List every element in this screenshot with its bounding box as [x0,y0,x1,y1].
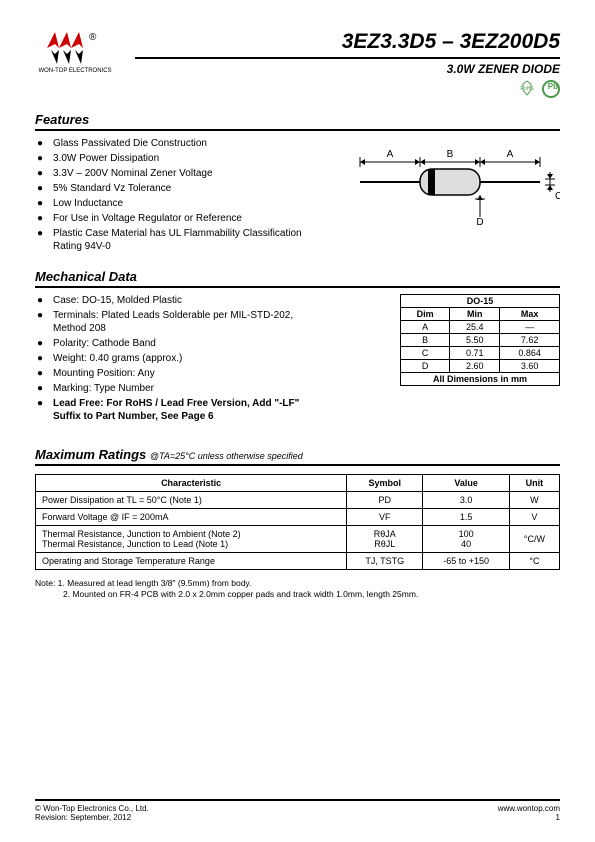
notes: Note: 1. Measured at lead length 3/8" (9… [35,578,560,600]
ratings-value: 3.0 [423,492,509,509]
feature-item: Plastic Case Material has UL Flammabilit… [37,227,326,253]
ratings-symbol: TJ, TSTG [347,553,423,570]
feature-item: 3.0W Power Dissipation [37,152,326,165]
dim-table-footer: All Dimensions in mm [401,373,560,386]
svg-text:RoHS: RoHS [521,86,535,92]
ratings-row: Power Dissipation at TL = 50°C (Note 1)P… [36,492,560,509]
dim-row: B5.507.62 [401,334,560,347]
ratings-unit: W [509,492,559,509]
mechanical-heading: Mechanical Data [35,269,560,288]
ratings-condition: @TA=25°C unless otherwise specified [150,451,303,461]
compliance-icons: RoHS Pb [135,80,560,98]
company-logo: ® [45,30,105,66]
footer-right: www.wontop.com 1 [498,804,560,822]
dim-cell: 25.4 [450,321,500,334]
package-diagram: A B A C [350,137,560,227]
dim-cell: 2.60 [450,360,500,373]
ratings-heading: Maximum Ratings @TA=25°C unless otherwis… [35,447,560,466]
footer-url: www.wontop.com [498,804,560,813]
dimension-table: DO-15 DimMinMax A25.4—B5.507.62C0.710.86… [400,294,560,386]
dim-row: D2.603.60 [401,360,560,373]
dim-cell: — [500,321,560,334]
ratings-row: Operating and Storage Temperature RangeT… [36,553,560,570]
ratings-symbol: VF [347,509,423,526]
features-row: Glass Passivated Die Construction 3.0W Po… [35,137,560,255]
dim-cell: 0.71 [450,347,500,360]
dim-col-header: Max [500,308,560,321]
mechanical-item: Marking: Type Number [37,382,326,395]
mechanical-item: Polarity: Cathode Band [37,337,326,350]
svg-text:A: A [507,149,514,160]
page-number: 1 [498,813,560,822]
ratings-symbol: RθJA RθJL [347,526,423,553]
dim-cell: A [401,321,450,334]
ratings-table: CharacteristicSymbolValueUnit Power Diss… [35,474,560,570]
features-list: Glass Passivated Die Construction 3.0W Po… [35,137,326,253]
ratings-col-header: Characteristic [36,475,347,492]
ratings-col-header: Value [423,475,509,492]
rohs-icon: RoHS [519,80,535,98]
ratings-value: -65 to +150 [423,553,509,570]
mechanical-item: Case: DO-15, Molded Plastic [37,294,326,307]
dim-cell: B [401,334,450,347]
footer: © Won-Top Electronics Co., Ltd. Revision… [35,799,560,822]
part-title: 3EZ3.3D5 – 3EZ200D5 [135,30,560,59]
dim-cell: 3.60 [500,360,560,373]
ratings-col-header: Unit [509,475,559,492]
ratings-row: Thermal Resistance, Junction to Ambient … [36,526,560,553]
mechanical-list: Case: DO-15, Molded Plastic Terminals: Pl… [35,294,326,423]
ratings-symbol: PD [347,492,423,509]
ratings-row: Forward Voltage @ IF = 200mAVF1.5V [36,509,560,526]
company-name: WON-TOP ELECTRONICS [38,68,111,74]
dim-cell: C [401,347,450,360]
ratings-characteristic: Forward Voltage @ IF = 200mA [36,509,347,526]
ratings-characteristic: Power Dissipation at TL = 50°C (Note 1) [36,492,347,509]
feature-item: For Use in Voltage Regulator or Referenc… [37,212,326,225]
ratings-unit: °C [509,553,559,570]
ratings-unit: °C/W [509,526,559,553]
mechanical-item: Weight: 0.40 grams (approx.) [37,352,326,365]
ratings-value: 100 40 [423,526,509,553]
svg-text:A: A [387,149,394,160]
features-heading: Features [35,112,560,131]
ratings-col-header: Symbol [347,475,423,492]
mechanical-item: Terminals: Plated Leads Solderable per M… [37,309,326,335]
dim-cell: D [401,360,450,373]
dim-cell: 0.864 [500,347,560,360]
lead-free-note: Lead Free: For RoHS / Lead Free Version,… [37,397,326,423]
svg-text:®: ® [89,32,97,43]
feature-item: 5% Standard Vz Tolerance [37,182,326,195]
revision: Revision: September, 2012 [35,813,149,822]
pb-free-icon: Pb [542,80,560,98]
copyright: © Won-Top Electronics Co., Ltd. [35,804,149,813]
feature-item: Low Inductance [37,197,326,210]
feature-item: Glass Passivated Die Construction [37,137,326,150]
footer-left: © Won-Top Electronics Co., Ltd. Revision… [35,804,149,822]
svg-text:B: B [447,149,454,160]
mechanical-item: Mounting Position: Any [37,367,326,380]
ratings-characteristic: Operating and Storage Temperature Range [36,553,347,570]
header: ® WON-TOP ELECTRONICS 3EZ3.3D5 – 3EZ200D… [35,30,560,98]
dim-row: C0.710.864 [401,347,560,360]
feature-item: 3.3V – 200V Nominal Zener Voltage [37,167,326,180]
svg-text:C: C [555,191,560,202]
dim-col-header: Dim [401,308,450,321]
dim-cell: 5.50 [450,334,500,347]
mechanical-row: Case: DO-15, Molded Plastic Terminals: Pl… [35,294,560,425]
logo-area: ® WON-TOP ELECTRONICS [35,30,115,74]
subtitle: 3.0W ZENER DIODE [447,62,560,76]
ratings-characteristic: Thermal Resistance, Junction to Ambient … [36,526,347,553]
ratings-value: 1.5 [423,509,509,526]
dim-cell: 7.62 [500,334,560,347]
dim-table-title: DO-15 [401,295,560,308]
ratings-unit: V [509,509,559,526]
note-1: Note: 1. Measured at lead length 3/8" (9… [35,578,560,589]
svg-text:D: D [476,217,483,227]
dim-row: A25.4— [401,321,560,334]
dim-col-header: Min [450,308,500,321]
note-2: 2. Mounted on FR-4 PCB with 2.0 x 2.0mm … [35,589,560,600]
title-area: 3EZ3.3D5 – 3EZ200D5 3.0W ZENER DIODE RoH… [135,30,560,98]
